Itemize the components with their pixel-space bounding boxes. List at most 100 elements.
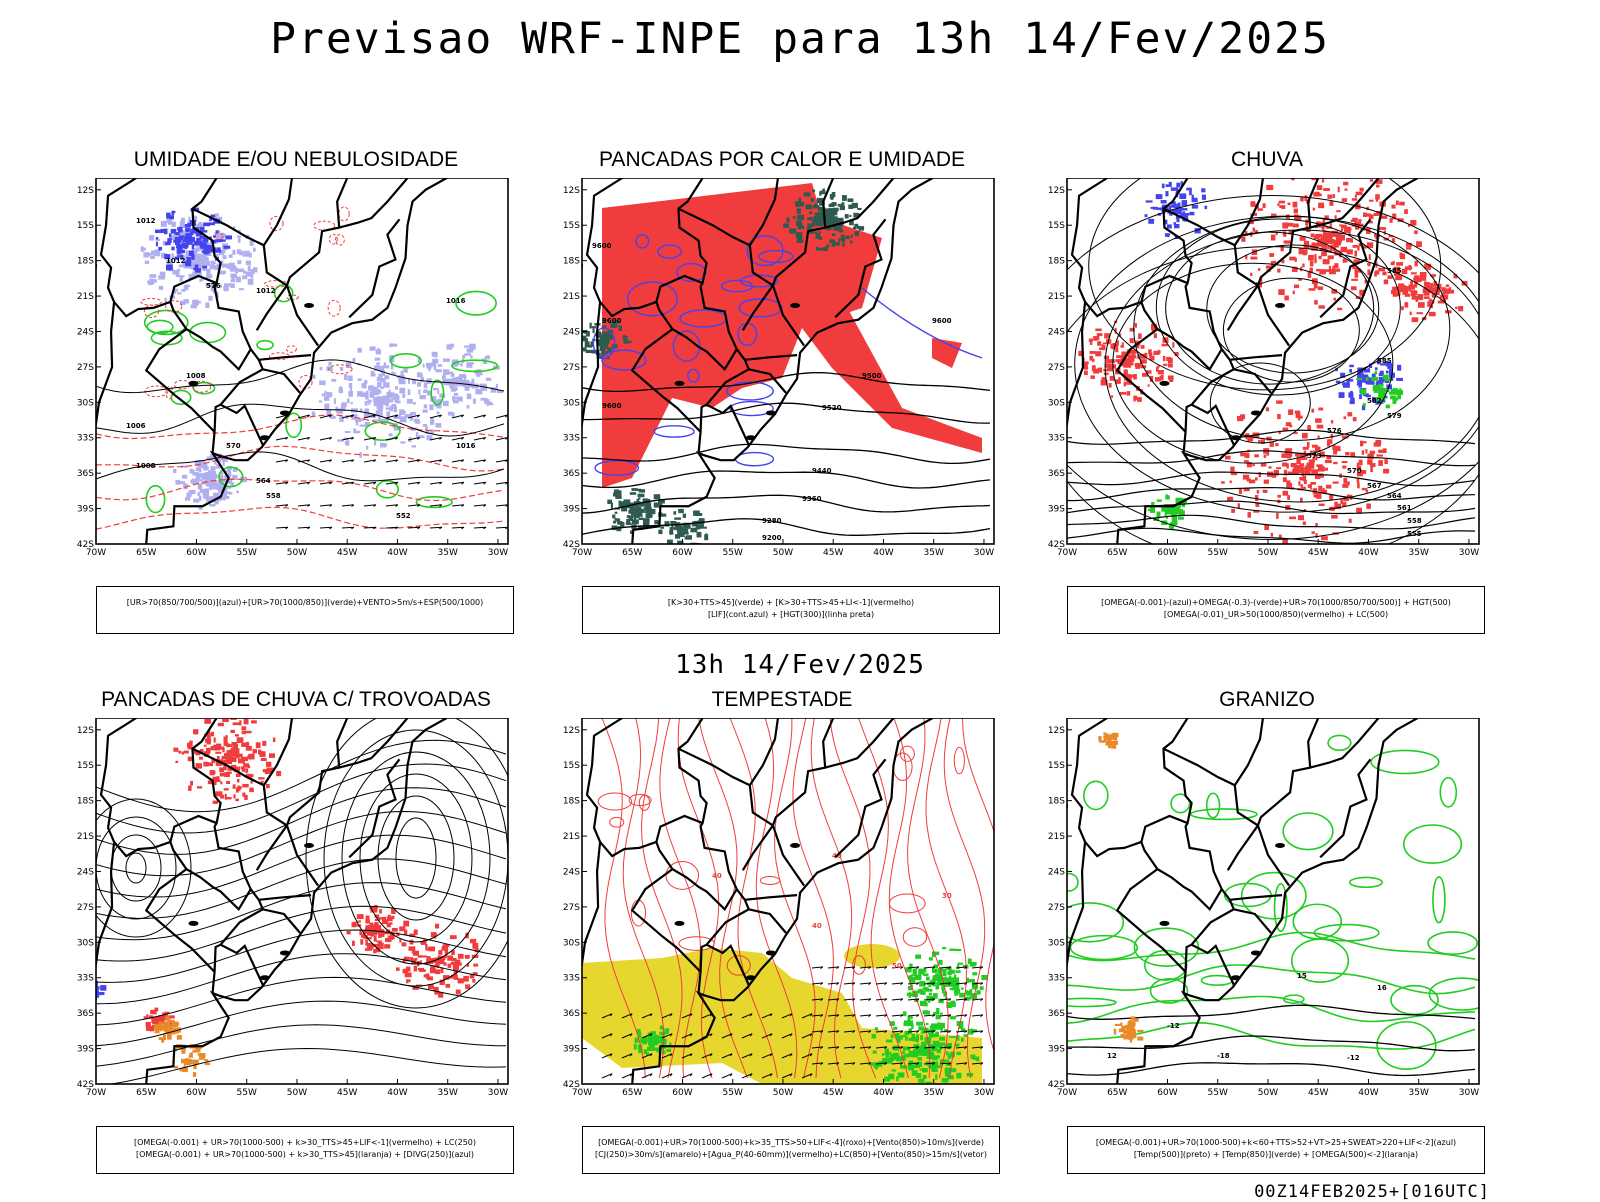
rh-mid-cell (222, 255, 227, 260)
rain-cell (1455, 306, 1458, 310)
rain-cell (1302, 446, 1309, 450)
wind-850-cell (942, 984, 948, 987)
lat-label: 24S (77, 327, 94, 337)
wind-850-cell (916, 1021, 923, 1026)
rain-cell (1350, 238, 1353, 243)
rain-cell (1429, 274, 1437, 277)
rh-low-contour (430, 379, 445, 406)
rh-mid-cell (388, 433, 393, 437)
rh-mid-cell (430, 418, 434, 422)
k-index-cell (644, 502, 652, 508)
lat-label: 33S (1048, 974, 1065, 984)
k-index-cell (679, 527, 685, 532)
rain-cell (1127, 358, 1133, 361)
rain-cell (1383, 468, 1390, 474)
rain-cell (1390, 261, 1395, 266)
height-contour (1067, 514, 1476, 530)
rh-mid-cell (205, 282, 213, 287)
rh-mid-cell (436, 402, 442, 409)
storm-orange-cell (165, 1016, 170, 1020)
rain-cell (1358, 219, 1362, 222)
wind-850-cell (663, 1039, 667, 1044)
rh-mid-cell (236, 249, 241, 254)
rain-cell (1362, 245, 1367, 249)
thunderstorm-cell (380, 945, 384, 950)
rh-high-cell (158, 246, 163, 251)
lon-label: 30W (974, 1088, 994, 1098)
thunderstorm-cell (368, 948, 373, 951)
omega-cell (1376, 359, 1381, 365)
storm-orange-cell (154, 1029, 160, 1034)
thickness-contour (328, 364, 353, 375)
rain-cell (1255, 495, 1259, 501)
k-index-cell (602, 331, 608, 334)
thunderstorm-cell (372, 924, 376, 930)
wind-vector (741, 1053, 753, 1059)
rain-cell (1343, 477, 1348, 484)
rh-mid-cell (466, 393, 472, 400)
lake (304, 843, 315, 849)
thunderstorm-cell (178, 750, 182, 754)
thunderstorm-cell (162, 1012, 168, 1016)
rain-cell (1263, 479, 1269, 484)
rain-cell (1389, 218, 1393, 223)
wind-vector (297, 414, 310, 419)
rain-cell (1382, 448, 1387, 453)
rh-mid-cell (214, 500, 219, 505)
wind-850-cell (659, 1025, 664, 1030)
wind-850-cell (664, 1028, 670, 1032)
thunderstorm-cell (154, 1007, 159, 1012)
omega-strong-cell (1373, 385, 1379, 389)
contour-label: 558 (266, 492, 281, 500)
k-index-cell (828, 208, 832, 213)
thickness-contour (338, 206, 350, 222)
thunderstorm-cell (231, 742, 238, 745)
wind-vector (669, 1053, 673, 1057)
rain-cell (1120, 356, 1125, 361)
wind-vector (789, 1033, 793, 1037)
contour-label: 564 (1387, 492, 1402, 500)
lat-label: 33S (1048, 434, 1065, 444)
k-index-cell (590, 341, 594, 347)
contour-label: 15 (1297, 972, 1307, 980)
wind-850-cell (644, 1036, 648, 1041)
omega-cell (1165, 191, 1169, 197)
wind-vector (916, 998, 920, 1002)
wind-850-cell (949, 1016, 957, 1020)
wind-850-cell (932, 1064, 939, 1069)
temp-850-contour (1170, 793, 1191, 814)
k-index-cell (815, 232, 821, 239)
wind-vector (891, 966, 903, 969)
k-index-cell (676, 525, 681, 532)
thunderstorm-cell (241, 742, 248, 747)
contour-label: 1008 (186, 372, 206, 380)
rain-cell (1089, 355, 1093, 361)
coastline (145, 178, 448, 544)
wind-vector (923, 1030, 935, 1033)
thunderstorm-cell (195, 763, 202, 769)
omega-cell (1181, 208, 1188, 211)
rh-low-contour (364, 421, 401, 441)
rain-cell (1269, 441, 1274, 447)
lon-label: 55W (723, 548, 743, 558)
wind-vector (297, 459, 310, 463)
wind-vector (329, 504, 333, 507)
omega-cell (1145, 200, 1153, 203)
rain-cell (1380, 215, 1388, 219)
rh-high-cell (180, 236, 186, 239)
rh-mid-cell (203, 493, 210, 499)
contour-label: 9200 (762, 534, 782, 542)
rh-high-cell (210, 214, 216, 218)
omega-cell (1176, 182, 1181, 188)
contour-label: 576 (206, 282, 221, 290)
thunderstorm-cell (367, 930, 371, 936)
omega-strong-cell (1382, 390, 1390, 393)
lon-label: 35W (438, 548, 458, 558)
wind-vector (669, 1013, 673, 1017)
condensation-contour (907, 718, 949, 1079)
rh-mid-cell (206, 456, 213, 460)
rain-cell (1312, 207, 1315, 211)
wind-850-cell (931, 1068, 938, 1072)
rain-cell (1318, 485, 1323, 492)
rain-cell (1316, 464, 1323, 467)
